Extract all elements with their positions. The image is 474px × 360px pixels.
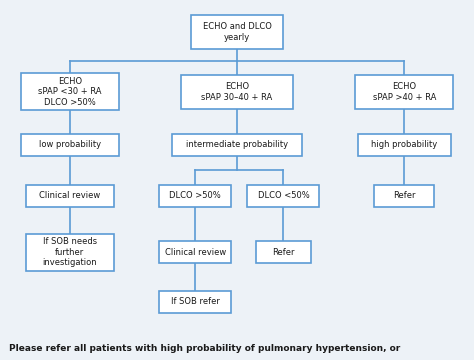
Text: DLCO >50%: DLCO >50%: [169, 192, 221, 201]
FancyBboxPatch shape: [21, 134, 118, 156]
Text: low probability: low probability: [39, 140, 101, 149]
FancyBboxPatch shape: [247, 185, 319, 207]
FancyBboxPatch shape: [21, 73, 118, 110]
Text: Please refer all patients with high probability of pulmonary hypertension, or: Please refer all patients with high prob…: [9, 344, 401, 353]
FancyBboxPatch shape: [181, 75, 293, 109]
Text: ECHO
sPAP <30 + RA
DLCO >50%: ECHO sPAP <30 + RA DLCO >50%: [38, 77, 101, 107]
FancyBboxPatch shape: [159, 291, 231, 313]
Text: Refer: Refer: [272, 248, 295, 257]
FancyBboxPatch shape: [255, 241, 311, 264]
Text: ECHO
sPAP 30–40 + RA: ECHO sPAP 30–40 + RA: [201, 82, 273, 102]
Text: Clinical review: Clinical review: [164, 248, 226, 257]
FancyBboxPatch shape: [374, 185, 434, 207]
FancyBboxPatch shape: [159, 241, 231, 264]
Text: If SOB refer: If SOB refer: [171, 297, 219, 306]
Text: high probability: high probability: [371, 140, 438, 149]
FancyBboxPatch shape: [26, 234, 114, 271]
Text: ECHO
sPAP >40 + RA: ECHO sPAP >40 + RA: [373, 82, 436, 102]
FancyBboxPatch shape: [356, 75, 453, 109]
Text: intermediate probability: intermediate probability: [186, 140, 288, 149]
FancyBboxPatch shape: [172, 134, 302, 156]
FancyBboxPatch shape: [191, 15, 283, 49]
Text: If SOB needs
further
investigation: If SOB needs further investigation: [43, 238, 97, 267]
Text: DLCO <50%: DLCO <50%: [257, 192, 310, 201]
FancyBboxPatch shape: [159, 185, 231, 207]
Text: Refer: Refer: [393, 192, 416, 201]
Text: Clinical review: Clinical review: [39, 192, 100, 201]
FancyBboxPatch shape: [358, 134, 451, 156]
FancyBboxPatch shape: [26, 185, 114, 207]
Text: ECHO and DLCO
yearly: ECHO and DLCO yearly: [202, 22, 272, 41]
